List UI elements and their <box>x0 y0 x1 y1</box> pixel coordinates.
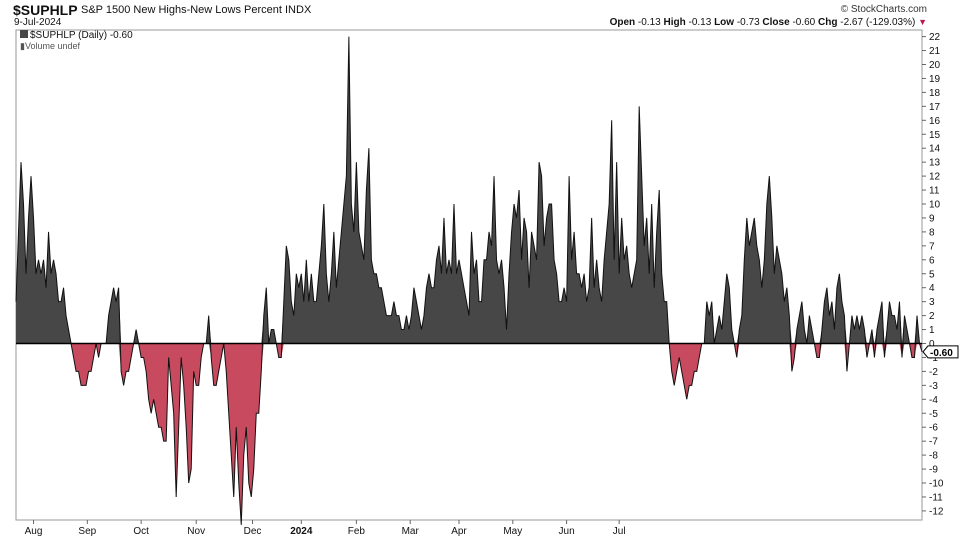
high-value: -0.13 <box>688 17 712 28</box>
y-tick-label: 7 <box>929 241 935 252</box>
chg-label: Chg <box>818 17 838 28</box>
open-label: Open <box>609 17 636 28</box>
y-tick-label: 1 <box>929 325 935 336</box>
y-tick-label: 0 <box>929 339 935 350</box>
y-tick-label: 19 <box>929 74 941 85</box>
legend-series: $SUPHLP (Daily) -0.60 <box>20 30 133 41</box>
chg-value: -2.67 (-129.03%) <box>840 17 916 28</box>
y-tick-label: 21 <box>929 46 941 57</box>
x-tick-label: Feb <box>348 526 366 537</box>
legend-volume: ▮Volume undef <box>20 41 80 51</box>
x-tick-label: Jul <box>613 526 626 537</box>
y-tick-label: 17 <box>929 102 941 113</box>
open-value: -0.13 <box>637 17 661 28</box>
close-value: -0.60 <box>792 17 816 28</box>
y-tick-label: -10 <box>929 479 944 490</box>
y-tick-label: 2 <box>929 311 935 322</box>
x-tick-label: Sep <box>78 526 96 537</box>
series-line <box>15 36 923 525</box>
last-value-label: -0.60 <box>930 348 953 359</box>
y-tick-label: -7 <box>929 437 938 448</box>
y-tick-label: -2 <box>929 367 938 378</box>
symbol-description: S&P 1500 New Highs-New Lows Percent INDX <box>81 4 312 16</box>
y-tick-label: 3 <box>929 297 935 308</box>
x-tick-label: Jun <box>559 526 575 537</box>
x-tick-label: Nov <box>187 526 205 537</box>
y-tick-label: -11 <box>929 492 943 503</box>
volume-bars-icon: ▮ <box>20 41 25 51</box>
y-tick-label: -12 <box>929 506 944 517</box>
last-value-badge <box>922 345 959 359</box>
y-tick-label: 11 <box>929 186 940 197</box>
x-tick-label: Apr <box>451 526 467 537</box>
x-tick-label: 2024 <box>290 526 313 537</box>
y-tick-label: 10 <box>929 200 941 211</box>
y-tick-label: 9 <box>929 213 935 224</box>
y-tick-label: 18 <box>929 88 941 99</box>
y-tick-label: 6 <box>929 255 935 266</box>
x-tick-label: Oct <box>133 526 149 537</box>
x-tick-label: Dec <box>244 526 262 537</box>
ohlc-readout: Open -0.13 High -0.13 Low -0.73 Close -0… <box>610 17 927 28</box>
y-tick-label: 13 <box>929 158 941 169</box>
y-tick-label: 12 <box>929 172 941 183</box>
stockcharts-credit[interactable]: © StockCharts.com <box>840 4 927 15</box>
high-label: High <box>663 17 686 28</box>
y-tick-label: 22 <box>929 32 941 43</box>
y-tick-label: 15 <box>929 130 941 141</box>
y-tick-label: 5 <box>929 269 935 280</box>
x-tick-label: Aug <box>25 526 43 537</box>
low-value: -0.73 <box>736 17 760 28</box>
y-tick-label: 20 <box>929 60 941 71</box>
y-tick-label: -8 <box>929 451 938 462</box>
y-tick-label: -6 <box>929 423 938 434</box>
y-tick-label: 4 <box>929 283 935 294</box>
symbol-title: $SUPHLP <box>13 2 78 18</box>
y-tick-label: -5 <box>929 409 938 420</box>
y-tick-label: -3 <box>929 381 938 392</box>
x-tick-label: Mar <box>402 526 420 537</box>
chart-legend: $SUPHLP (Daily) -0.60 ▮Volume undef <box>20 30 133 52</box>
legend-swatch-icon <box>20 30 28 38</box>
y-tick-label: 14 <box>929 144 941 155</box>
close-label: Close <box>762 17 790 28</box>
chart-date: 9-Jul-2024 <box>14 17 62 28</box>
down-triangle-icon: ▼ <box>918 17 927 27</box>
y-tick-label: -9 <box>929 465 938 476</box>
y-tick-label: -1 <box>929 353 938 364</box>
low-label: Low <box>714 17 735 28</box>
plot-area <box>15 29 923 521</box>
y-tick-label: -4 <box>929 395 938 406</box>
chart-header: $SUPHLP S&P 1500 New Highs-New Lows Perc… <box>0 0 960 30</box>
positive-area <box>16 36 922 344</box>
x-tick-label: May <box>503 526 522 537</box>
y-tick-label: 8 <box>929 227 935 238</box>
y-tick-label: 16 <box>929 116 941 127</box>
